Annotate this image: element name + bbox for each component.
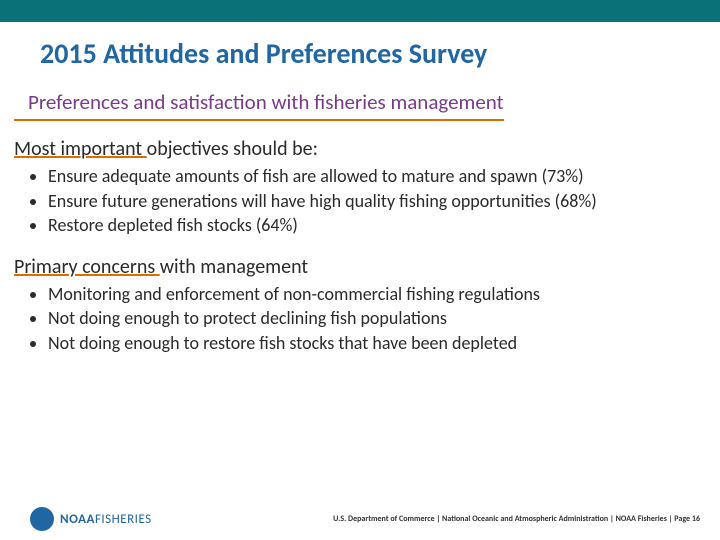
- list-item: Not doing enough to protect declining fi…: [48, 307, 676, 330]
- section-1-bullets: Ensure adequate amounts of fish are allo…: [14, 161, 706, 237]
- section-2-rest: with management: [160, 255, 308, 279]
- list-item: Monitoring and enforcement of non-commer…: [48, 283, 676, 306]
- noaa-wordmark-light: FISHERIES: [95, 512, 152, 527]
- section-1-heading: Most important objectives should be:: [14, 121, 706, 161]
- section-2-underlined: Primary concerns: [14, 255, 160, 279]
- footer-logo: NOAAFISHERIES: [30, 507, 152, 531]
- section-2-heading: Primary concerns with management: [14, 239, 706, 279]
- list-item: Ensure future generations will have high…: [48, 190, 676, 213]
- subtitle: Preferences and satisfaction with fisher…: [14, 81, 504, 121]
- footer: NOAAFISHERIES U.S. Department of Commerc…: [0, 498, 720, 540]
- section-1-underlined: Most important: [14, 137, 147, 161]
- list-item: Ensure adequate amounts of fish are allo…: [48, 165, 676, 188]
- slide: 2015 Attitudes and Preferences Survey Pr…: [0, 0, 720, 540]
- slide-content: Preferences and satisfaction with fisher…: [0, 81, 720, 540]
- top-accent-bar: [0, 0, 720, 22]
- list-item: Restore depleted fish stocks (64%): [48, 214, 676, 237]
- slide-title: 2015 Attitudes and Preferences Survey: [0, 22, 720, 81]
- section-1-rest: objectives should be:: [147, 137, 318, 161]
- noaa-wordmark: NOAAFISHERIES: [60, 512, 152, 527]
- footer-text: U.S. Department of Commerce | National O…: [333, 514, 700, 524]
- list-item: Not doing enough to restore fish stocks …: [48, 332, 676, 355]
- noaa-wordmark-bold: NOAA: [60, 512, 95, 527]
- noaa-logo-icon: [30, 507, 54, 531]
- section-2-bullets: Monitoring and enforcement of non-commer…: [14, 279, 706, 355]
